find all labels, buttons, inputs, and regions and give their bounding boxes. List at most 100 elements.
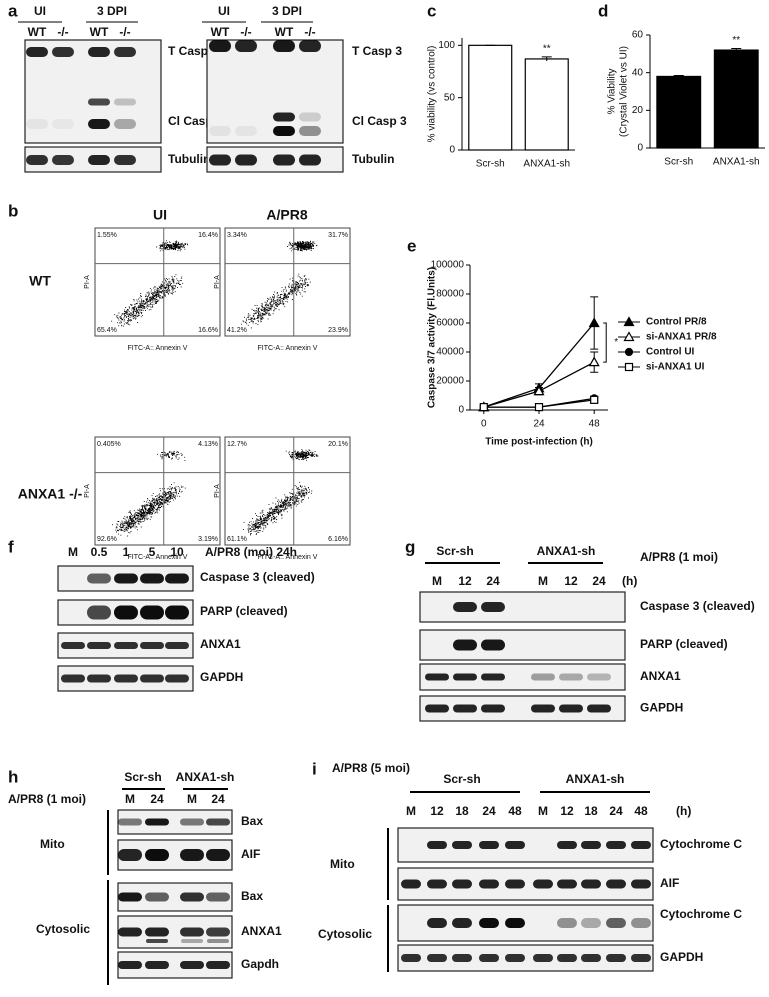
band [88,155,110,165]
lane-label: 5 [149,545,156,559]
band [209,154,231,166]
band [145,849,169,861]
bar [524,58,569,151]
fraction-label: Mito [40,837,65,851]
axis-label: FITC-A:: Annexin V [258,554,318,561]
panel-label: e [407,236,416,255]
axis-label: PI-A [214,484,221,498]
quadrant-value: 6.16% [328,536,348,543]
band [206,818,230,826]
y-axis-label: % Viability [607,69,618,115]
band [606,841,626,849]
quadrant-value: 0.405% [97,441,121,448]
y-axis-label: % viability (vs control) [427,46,438,143]
marker [479,403,488,412]
y-tick-label: 60000 [436,318,464,329]
band [114,119,136,129]
row-label: WT [29,273,51,289]
band-label: AIF [660,876,679,890]
band [87,573,111,584]
band [631,879,651,889]
quadrant-value: 23.9% [328,327,348,334]
lane-label: -/- [57,25,68,39]
quadrant-value: 65.4% [97,327,117,334]
marker [590,395,599,404]
y-tick-label: 0 [458,405,464,416]
error-bar [731,48,742,52]
group-label: 3 DPI [97,4,127,18]
x-tick-label: Scr-sh [476,159,505,170]
band [206,849,230,861]
group-label: UI [218,4,230,18]
band [505,918,525,928]
band [453,704,477,713]
lane-label: WT [211,25,230,39]
group-label: ANXA1-sh [176,770,235,784]
panel-label: b [8,201,18,220]
band [180,927,204,937]
band [61,674,85,683]
quadrant-value: 61.1% [227,536,247,543]
band-label: Tubulin [352,152,394,166]
band [533,879,553,889]
band [273,154,295,166]
flow-frame [94,436,221,546]
quadrant-value: 12.7% [227,441,247,448]
y-tick-label: 100 [438,40,455,51]
legend-label: si-ANXA1 UI [646,362,705,373]
bar [468,44,513,151]
marker [534,403,544,412]
lane-label: 0.5 [91,545,108,559]
marker [624,347,634,357]
band [145,927,169,937]
lane-label: 18 [455,804,469,818]
band [606,879,626,889]
unit-label: (h) [622,574,637,588]
band [581,918,601,928]
band [114,155,136,165]
lane-label: 48 [634,804,648,818]
band [114,98,136,106]
error-bar [541,56,552,62]
lane-label: WT [275,25,294,39]
lane-label: -/- [240,25,251,39]
y-tick-label: 80000 [436,289,464,300]
error-bar [673,74,684,78]
y-axis-label: Caspase 3/7 activity (Fl.Units) [427,267,438,408]
quadrant-value: 92.6% [97,536,117,543]
y-tick-label: 60 [632,30,644,41]
band [427,841,447,849]
band-label: T Casp 3 [352,44,402,58]
panel-label: h [8,767,18,786]
band [26,119,48,129]
legend-label: Control UI [646,347,695,358]
row-label: ANXA1 -/- [18,486,83,502]
lane-label: 12 [560,804,574,818]
band [61,642,85,649]
flow-frame [224,436,351,546]
band [235,126,257,136]
legend-label: si-ANXA1 PR/8 [646,332,717,343]
band [479,918,499,928]
lane-label: 24 [592,574,606,588]
marker [623,331,635,342]
quadrant-value: 31.7% [328,232,348,239]
band [181,939,203,943]
band [52,155,74,165]
band [533,954,553,962]
panel-label: d [598,1,608,20]
fraction-label: Cytosolic [318,927,372,941]
band [479,954,499,962]
band [140,573,164,584]
band-label: Caspase 3 (cleaved) [200,570,315,584]
band [557,879,577,889]
band [118,818,142,826]
quadrant-value: 41.2% [227,327,247,334]
column-label: UI [153,207,167,223]
flow-dots [241,240,318,329]
lane-label: 10 [170,545,184,559]
y-tick-label: 40 [632,67,644,78]
band [209,126,231,136]
